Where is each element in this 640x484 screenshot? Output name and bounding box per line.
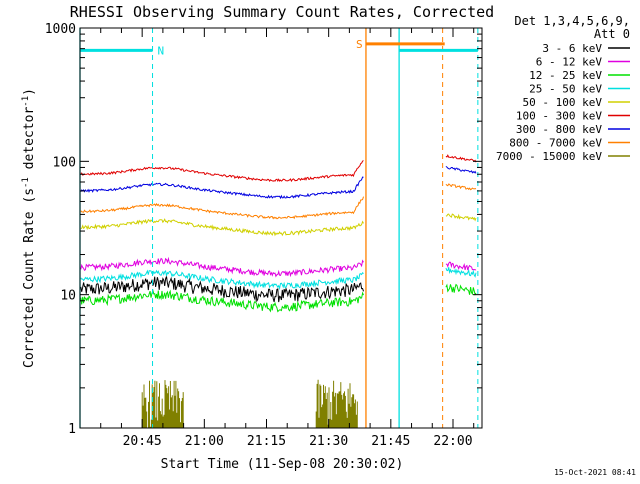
x-tick-label-3: 21:30 [309, 434, 348, 449]
y-tick-label-0: 1 [68, 422, 76, 437]
annotation-label-1: S [356, 38, 363, 51]
series-tail-6 [445, 165, 477, 174]
y-axis-label-sup1: -1 [21, 177, 31, 188]
axes-layer: 1 10 100 1000 20:45 21:00 21:15 21:30 21:45 22:00 [45, 22, 483, 449]
series-5 [80, 154, 477, 183]
annotation-label-0: N [158, 44, 165, 57]
y-tick-label-1: 10 [60, 289, 76, 304]
series-line-3 [80, 269, 364, 291]
series-6 [80, 165, 477, 200]
series-line-4 [80, 218, 364, 237]
series-line-1 [80, 256, 364, 278]
series-tail-7 [445, 183, 477, 191]
legend-label-5: 100 - 300 keV [516, 110, 602, 123]
x-tick-label-0: 20:45 [123, 434, 162, 449]
y-tick-label-3: 1000 [45, 22, 76, 37]
y-axis-label-mid: detector [22, 107, 37, 178]
series-line-5 [80, 160, 364, 183]
series-tail-1 [445, 261, 477, 271]
series-2 [80, 283, 477, 313]
plot-frame [79, 27, 483, 429]
series-1 [80, 256, 477, 278]
series-line-6 [80, 176, 364, 200]
legend-header-line2: Att 0 [594, 27, 630, 41]
x-tick-label-4: 21:45 [371, 434, 410, 449]
y-axis-label-sup2: -1 [21, 96, 31, 107]
series-burst-0 [141, 380, 184, 428]
legend-label-1: 6 - 12 keV [536, 56, 603, 69]
series-8 [141, 379, 358, 428]
x-tick-label-2: 21:15 [247, 434, 286, 449]
series-tail-3 [445, 267, 477, 278]
series-4 [80, 213, 477, 237]
y-axis-label: Corrected Count Rate (s-1 detector-1) [21, 88, 37, 368]
series-7 [80, 183, 477, 220]
y-axis-label-end: ) [22, 88, 37, 96]
legend-label-8: 7000 - 15000 keV [496, 150, 602, 163]
y-tick-label-2: 100 [53, 155, 76, 170]
legend-label-0: 3 - 6 keV [542, 42, 602, 55]
x-tick-label-1: 21:00 [185, 434, 224, 449]
series-0 [80, 276, 364, 303]
series-burst-1 [315, 379, 358, 428]
chart-title: RHESSI Observing Summary Count Rates, Co… [70, 3, 494, 21]
series-tail-2 [445, 283, 477, 296]
footer-timestamp: 15-Oct-2021 08:41 [554, 468, 636, 477]
series-line-2 [80, 288, 364, 313]
series-3 [80, 267, 477, 291]
legend-label-4: 50 - 100 keV [523, 96, 603, 109]
series-line-7 [80, 196, 364, 220]
x-tick-label-5: 22:00 [433, 434, 472, 449]
legend-label-7: 800 - 7000 keV [509, 137, 602, 150]
series-tail-5 [445, 154, 477, 163]
legend-label-2: 12 - 25 keV [529, 69, 602, 82]
series-tail-4 [445, 213, 477, 222]
legend-label-6: 300 - 800 keV [516, 123, 602, 136]
legend-label-3: 25 - 50 keV [529, 83, 602, 96]
x-axis-label: Start Time (11-Sep-08 20:30:02) [161, 457, 404, 472]
series-line-0 [80, 276, 364, 303]
y-axis-label-main: Corrected Count Rate (s [22, 188, 37, 368]
legend-header-line1: Det 1,3,4,5,6,9, [514, 14, 630, 28]
